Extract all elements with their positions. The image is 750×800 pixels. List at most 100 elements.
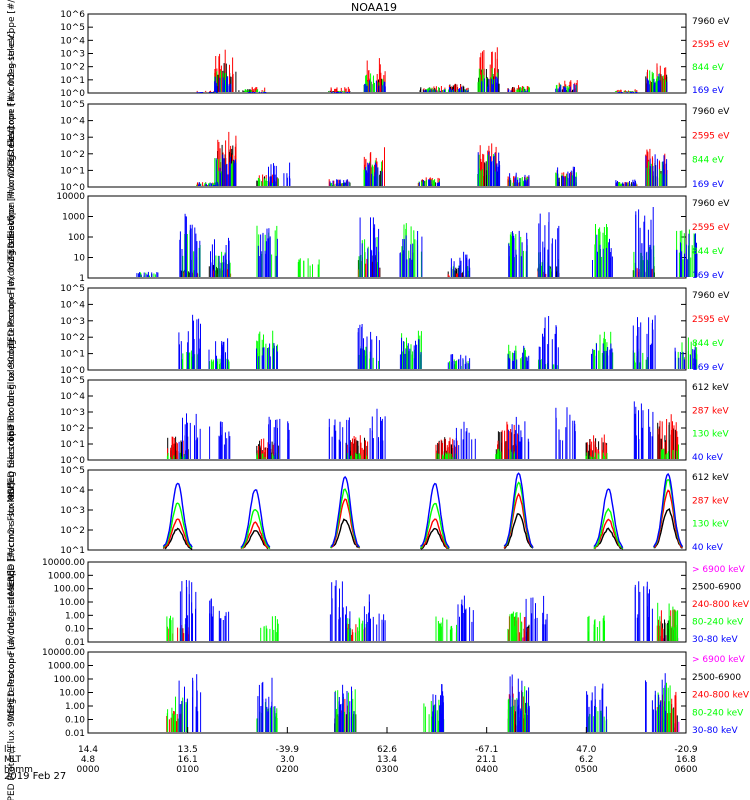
series-line (420, 502, 450, 549)
x-row-label: hhmm (4, 765, 33, 775)
x-row-label: lat (4, 745, 16, 755)
series-4 (166, 682, 674, 732)
x-tick-label: 21.1 (477, 755, 497, 765)
legend-entry: 40 keV (692, 453, 724, 463)
series-4 (178, 401, 654, 459)
y-tick-label: 10^4 (60, 392, 85, 402)
y-tick-label: 10^3 (60, 317, 85, 327)
panel-frame (87, 103, 687, 188)
y-tick-label: 10000.00 (42, 648, 85, 658)
legend-entry: 130 keV (692, 430, 729, 440)
time-axis: 14.44.8000013.516.10100-39.93.0020062.61… (4, 727, 698, 775)
x-tick-label: 3.0 (280, 755, 295, 765)
panel-frame (87, 379, 687, 461)
y-axis-label: TED Proton Flux 90deg telescope [#/cm2-s… (7, 216, 17, 444)
y-tick-label: 10^5 (60, 284, 85, 294)
series-4 (178, 314, 697, 369)
y-tick-label: 100.00 (54, 585, 86, 595)
y-tick-label: 10^3 (60, 506, 85, 516)
y-tick-label: 10 (74, 254, 86, 264)
panel-frame (87, 469, 687, 551)
x-tick-label: 13.5 (178, 745, 198, 755)
x-tick-label: 0100 (176, 765, 199, 775)
legend-entry: 844 eV (692, 247, 725, 257)
y-tick-label: 10^3 (60, 133, 85, 143)
series-1 (198, 63, 668, 93)
legend-entry: 30-80 keV (692, 726, 738, 736)
legend-entry: 2500-6900 (692, 583, 741, 593)
y-tick-label: 10^6 (60, 10, 85, 20)
legend-entry: 2500-6900 (692, 673, 741, 683)
y-tick-label: 10^3 (60, 50, 85, 60)
panel-4: 10^0 10^1 10^2 10^3 10^4 10^5 TED Proton Flux … (7, 216, 730, 444)
legend-entry: 2595 eV (692, 131, 730, 141)
legend-entry: 7960 eV (692, 107, 730, 117)
series-4 (136, 207, 698, 277)
legend-entry: 240-800 keV (692, 691, 750, 701)
legend-entry: 80-240 keV (692, 708, 744, 718)
series-line (330, 498, 361, 549)
series-line (162, 482, 193, 548)
date-label: 2019 Feb 27 (4, 771, 66, 782)
series-line (653, 472, 684, 548)
series-5 (178, 673, 667, 732)
panel-6: 10^1 10^2 10^3 10^4 10^5 MEPED Electron Flux … (7, 424, 729, 595)
y-axis-label: TED Electron Flux 0deg telescope [#/cm2-… (7, 0, 17, 169)
y-tick-label: 10^1 (60, 76, 85, 86)
x-tick-label: 0300 (376, 765, 399, 775)
legend-entry: 844 eV (692, 156, 725, 166)
series-4 (198, 151, 668, 186)
x-tick-label: 13.4 (377, 755, 397, 765)
y-axis-label: MEPED Electron Flux 0deg telescope (7, 337, 17, 502)
x-tick-label: 16.8 (676, 755, 696, 765)
y-axis-label: MEPED Proton Flux 90deg telescope [#/cm2… (7, 570, 17, 800)
y-tick-label: 10^0 (60, 89, 85, 99)
x-tick-label: 4.8 (81, 755, 96, 765)
legend-entry: 612 keV (692, 473, 729, 483)
series-1 (167, 422, 676, 459)
y-tick-label: 1.00 (65, 611, 85, 621)
legend-entry: 130 keV (692, 520, 729, 530)
series-2 (196, 131, 668, 186)
x-tick-label: -67.1 (475, 745, 498, 755)
y-tick-label: 0.01 (65, 638, 85, 648)
legend-entry: > 6900 keV (692, 565, 746, 575)
legend-entry: 7960 eV (692, 291, 730, 301)
y-tick-label: 10^5 (60, 466, 85, 476)
legend-entry: 40 keV (692, 543, 724, 553)
legend-entry: 169 eV (692, 86, 725, 96)
y-tick-label: 10^4 (60, 486, 85, 496)
y-tick-label: 0.01 (65, 729, 85, 739)
series-line (653, 508, 683, 549)
series-3 (162, 478, 684, 550)
y-tick-label: 10^1 (60, 166, 85, 176)
series-4 (166, 602, 679, 641)
y-tick-label: 10^2 (60, 150, 85, 160)
x-tick-label: 62.6 (377, 745, 397, 755)
x-tick-label: 0000 (77, 765, 100, 775)
y-axis-label: TED Electron Flux 0deg telescope [#/cm2-… (7, 31, 17, 261)
y-tick-label: 10000 (56, 192, 85, 202)
legend-entry: 844 eV (692, 339, 725, 349)
y-tick-label: 100.00 (54, 675, 86, 685)
series-line (163, 518, 193, 549)
y-tick-label: 100 (68, 233, 85, 243)
y-tick-label: 10^2 (60, 63, 85, 73)
panel-frame (87, 287, 687, 371)
x-tick-label: -39.9 (276, 745, 300, 755)
x-tick-label: 6.2 (579, 755, 593, 765)
y-tick-label: 10^1 (60, 350, 85, 360)
y-tick-label: 0.10 (65, 625, 85, 635)
series-line (240, 489, 271, 548)
series-2 (167, 414, 679, 459)
y-tick-label: 10^4 (60, 300, 85, 310)
legend-entry: 240-800 keV (692, 600, 750, 610)
y-tick-label: 10^4 (60, 36, 85, 46)
y-tick-label: 10000.00 (42, 558, 85, 568)
series-line (240, 521, 271, 550)
series-line (593, 507, 624, 550)
legend-entry: 612 keV (692, 383, 729, 393)
series-line (419, 482, 450, 549)
y-tick-label: 10^0 (60, 456, 85, 466)
x-tick-label: 0500 (575, 765, 598, 775)
